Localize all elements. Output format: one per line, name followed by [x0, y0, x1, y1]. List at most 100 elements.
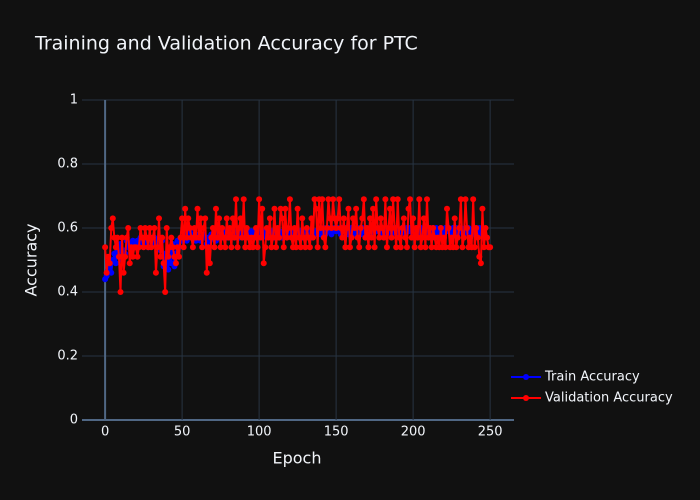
point: [444, 205, 451, 212]
point: [109, 215, 116, 222]
point: [326, 215, 333, 222]
point: [225, 234, 232, 241]
point: [330, 196, 337, 203]
point: [217, 244, 224, 251]
x-axis-label: Epoch: [273, 449, 322, 468]
point: [125, 225, 132, 231]
point: [203, 269, 210, 276]
point: [140, 244, 147, 251]
point: [226, 225, 233, 231]
point: [305, 234, 312, 241]
point: [390, 196, 397, 203]
point: [291, 225, 298, 231]
point: [177, 234, 184, 241]
point: [274, 225, 281, 231]
point: [180, 244, 187, 251]
point: [108, 269, 115, 276]
point: [228, 244, 235, 251]
point: [302, 244, 309, 251]
point: [171, 253, 178, 260]
point: [286, 196, 293, 203]
point: [277, 205, 284, 212]
point: [276, 234, 283, 241]
point: [479, 205, 486, 212]
point: [293, 244, 300, 251]
point: [115, 253, 122, 260]
point: [399, 225, 406, 231]
point: [249, 244, 256, 251]
point: [460, 234, 467, 241]
legend-marker: [523, 374, 529, 380]
point: [139, 234, 146, 241]
point: [383, 244, 390, 251]
point: [417, 244, 424, 251]
point: [216, 215, 223, 222]
point: [231, 234, 238, 241]
point: [351, 225, 358, 231]
point: [183, 234, 190, 241]
point: [296, 234, 303, 241]
point: [317, 225, 324, 231]
point: [328, 225, 335, 231]
point: [374, 225, 381, 231]
point: [357, 225, 364, 231]
point: [265, 234, 272, 241]
point: [146, 225, 153, 231]
point: [105, 253, 112, 260]
point: [269, 234, 276, 241]
point: [151, 225, 158, 231]
point: [212, 205, 219, 212]
point: [285, 225, 292, 231]
x-tick-label: 100: [247, 425, 272, 440]
point: [453, 244, 460, 251]
point: [120, 269, 127, 276]
point: [348, 234, 355, 241]
point: [165, 253, 172, 260]
point: [462, 196, 469, 203]
point: [209, 225, 216, 231]
point: [371, 244, 378, 251]
chart-title: Training and Validation Accuracy for PTC: [34, 33, 418, 55]
point: [342, 244, 349, 251]
point: [377, 215, 384, 222]
point: [470, 196, 477, 203]
point: [345, 205, 352, 212]
point: [474, 234, 481, 241]
point: [303, 225, 310, 231]
point: [414, 234, 421, 241]
point: [356, 244, 363, 251]
point: [425, 234, 432, 241]
point: [233, 196, 240, 203]
point: [197, 215, 204, 222]
point: [237, 215, 244, 222]
point: [434, 234, 441, 241]
point: [382, 196, 389, 203]
point: [242, 244, 249, 251]
point: [196, 234, 203, 241]
point: [440, 234, 447, 241]
point: [343, 225, 350, 231]
point: [457, 196, 464, 203]
point: [437, 225, 444, 231]
point: [256, 196, 263, 203]
point: [476, 253, 483, 260]
point: [243, 225, 250, 231]
point: [135, 244, 142, 251]
point: [451, 215, 458, 222]
point: [108, 225, 115, 231]
point: [402, 234, 409, 241]
point: [336, 196, 343, 203]
legend-label: Validation Accuracy: [545, 391, 673, 406]
point: [288, 234, 295, 241]
point: [416, 196, 423, 203]
point: [454, 234, 461, 241]
point: [403, 244, 410, 251]
point: [334, 215, 341, 222]
point: [333, 225, 340, 231]
point: [280, 244, 287, 251]
point: [423, 196, 430, 203]
point: [179, 215, 186, 222]
y-tick-label: 1: [70, 93, 78, 108]
point: [186, 225, 193, 231]
y-tick-label: 0.4: [57, 285, 78, 300]
